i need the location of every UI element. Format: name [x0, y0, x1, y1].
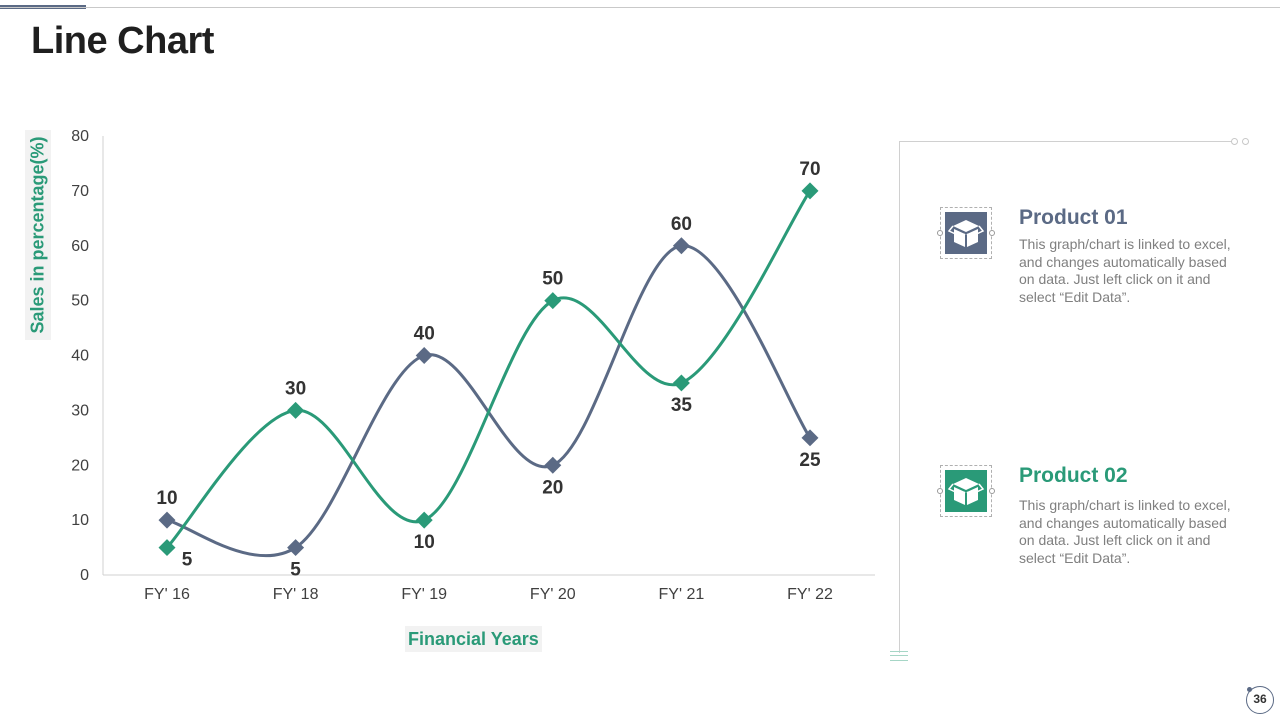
y-tick-label: 0 [80, 567, 89, 584]
series-1-marker [287, 539, 305, 557]
data-label: 60 [671, 214, 692, 235]
product-01-description: This graph/chart is linked to excel, and… [1019, 236, 1231, 305]
y-tick-label: 70 [71, 183, 89, 200]
y-tick-label: 50 [71, 293, 89, 310]
product-01-title: Product 01 [1019, 206, 1128, 229]
series-2-marker [672, 374, 690, 392]
data-label: 25 [799, 450, 821, 471]
box-icon [945, 470, 987, 512]
frame-dot [989, 230, 995, 236]
panel-foot-lines [890, 651, 908, 661]
x-tick-label: FY' 18 [273, 586, 319, 603]
series-1-marker [672, 237, 690, 255]
series-1-line [166, 244, 812, 558]
data-label: 35 [671, 395, 693, 416]
x-tick-label: FY' 16 [144, 586, 190, 603]
series-2-marker [158, 539, 176, 557]
y-tick-label: 60 [71, 238, 89, 255]
x-tick-label: FY' 22 [787, 586, 833, 603]
panel-corner-dot [1231, 138, 1238, 145]
series-1-marker [158, 511, 176, 529]
series-2-marker [415, 511, 433, 529]
x-tick-label: FY' 21 [659, 586, 705, 603]
panel-corner-dot [1242, 138, 1249, 145]
x-axis-title: Financial Years [405, 626, 542, 652]
data-label: 10 [414, 532, 435, 553]
y-tick-label: 20 [71, 457, 89, 474]
series-2-marker [544, 292, 562, 310]
data-label: 30 [285, 378, 306, 399]
series-1-marker [801, 429, 819, 447]
page-number-dot [1247, 687, 1252, 692]
frame-dot [937, 230, 943, 236]
series-2-marker [287, 401, 305, 419]
data-label: 10 [156, 488, 177, 509]
box-icon [945, 212, 987, 254]
frame-dot [989, 488, 995, 494]
product-01-icon-frame [937, 207, 995, 259]
series-2-line [165, 190, 812, 549]
product-02-description: This graph/chart is linked to excel, and… [1019, 497, 1231, 566]
page-number: 36 [1246, 686, 1274, 714]
y-tick-label: 10 [71, 512, 89, 529]
product-02-title: Product 02 [1019, 464, 1128, 487]
top-divider [0, 7, 1280, 8]
data-label: 20 [542, 477, 563, 498]
frame-dot [937, 488, 943, 494]
y-tick-label: 40 [71, 348, 89, 365]
page-title: Line Chart [31, 20, 214, 62]
series-1-marker [544, 456, 562, 474]
panel-border-top [899, 141, 1234, 142]
data-label: 50 [542, 269, 563, 290]
product-02-icon-frame [937, 465, 995, 517]
y-tick-label: 30 [71, 402, 89, 419]
data-label: 70 [799, 159, 820, 180]
panel-border-left [899, 141, 900, 653]
series-2-marker [801, 182, 819, 200]
data-label: 5 [182, 550, 193, 571]
series-1-marker [415, 347, 433, 364]
data-label: 40 [414, 324, 435, 345]
y-axis-title-box: Sales in percentage(%) [25, 130, 51, 340]
y-tick-label: 80 [71, 128, 89, 145]
x-tick-label: FY' 20 [530, 586, 576, 603]
x-tick-label: FY' 19 [401, 586, 447, 603]
y-axis-title: Sales in percentage(%) [27, 136, 48, 334]
data-label: 5 [290, 560, 301, 581]
